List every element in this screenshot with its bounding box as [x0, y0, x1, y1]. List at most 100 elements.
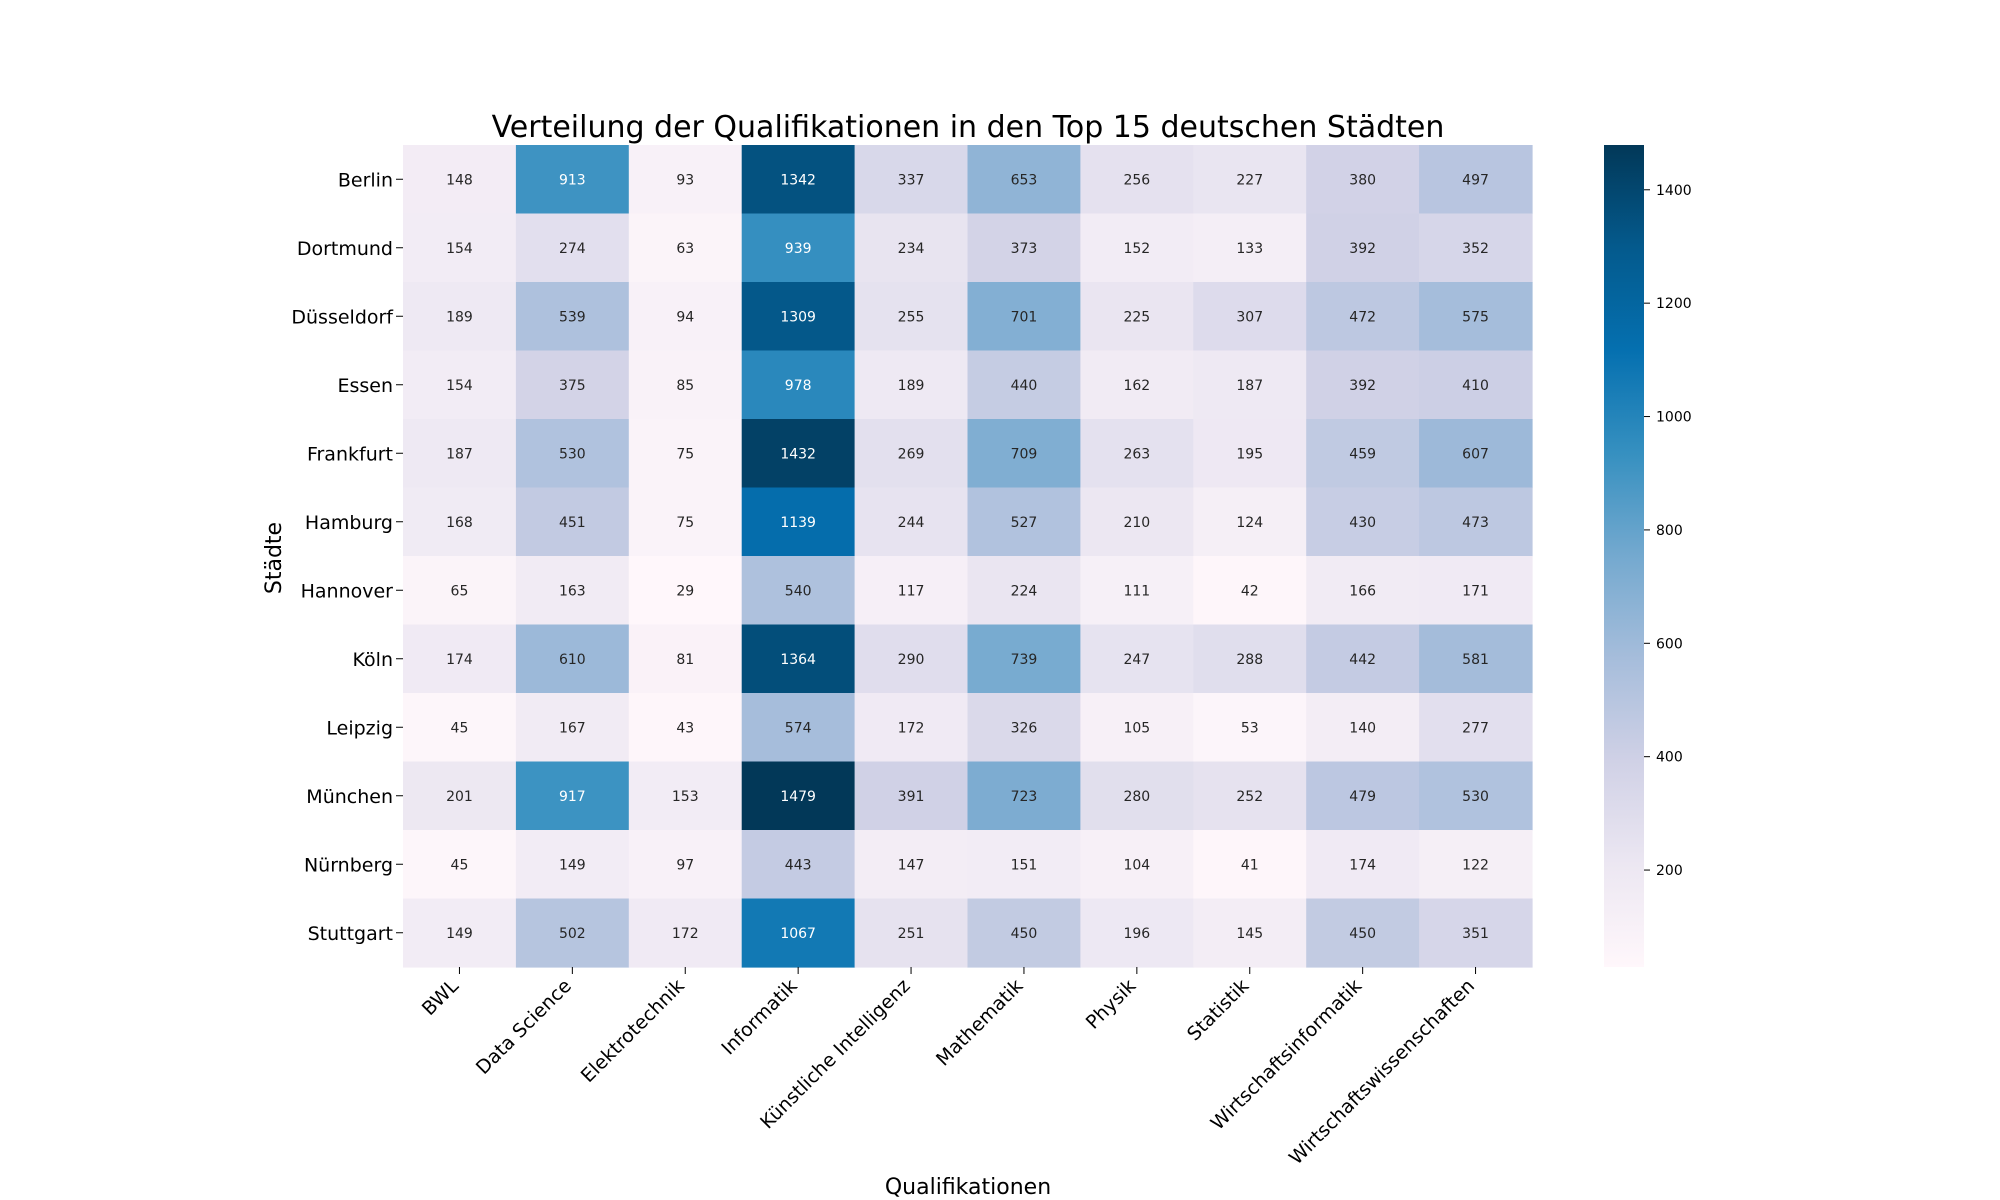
heatmap-cell	[741, 213, 856, 283]
cell-value-label: 380	[1349, 172, 1376, 188]
heatmap-cell	[628, 282, 743, 352]
cell-value-label: 1342	[780, 172, 816, 188]
cell-value-label: 117	[898, 583, 925, 599]
heatmap-cell	[1419, 556, 1533, 626]
cell-value-label: 168	[446, 515, 473, 531]
heatmap-cell	[967, 624, 1081, 694]
heatmap-cell	[967, 830, 1081, 900]
heatmap-cell	[1080, 556, 1194, 626]
heatmap-cell	[1193, 624, 1307, 694]
heatmap-cell	[1193, 761, 1307, 831]
cell-value-label: 1309	[780, 309, 816, 325]
cell-value-label: 709	[1011, 446, 1038, 462]
heatmap-cell	[1193, 213, 1307, 283]
cell-value-label: 234	[898, 241, 925, 257]
cell-value-label: 391	[898, 789, 925, 805]
cell-value-label: 1479	[780, 789, 816, 805]
cell-value-label: 1139	[780, 515, 816, 531]
heatmap-cell	[854, 487, 969, 557]
cell-value-label: 187	[1236, 378, 1263, 394]
cell-value-label: 575	[1462, 309, 1489, 325]
heatmap-cell	[741, 419, 856, 489]
heatmap-cells	[403, 145, 1533, 968]
heatmap-cell	[1419, 213, 1533, 283]
heatmap-cell	[1419, 145, 1533, 215]
heatmap-cell	[1080, 624, 1194, 694]
heatmap-cell	[1419, 693, 1533, 763]
cell-value-label: 94	[676, 309, 694, 325]
cell-value-label: 252	[1236, 789, 1263, 805]
heatmap-cell	[967, 556, 1081, 626]
cell-value-label: 75	[676, 446, 694, 462]
heatmap-cell	[628, 761, 743, 831]
cell-value-label: 172	[672, 926, 699, 942]
cell-value-label: 162	[1123, 378, 1150, 394]
heatmap-cell	[854, 145, 969, 215]
heatmap-cell	[741, 145, 856, 215]
cell-value-label: 140	[1349, 720, 1376, 736]
cell-value-label: 154	[446, 241, 473, 257]
heatmap-cell	[628, 693, 743, 763]
cell-value-label: 152	[1123, 241, 1150, 257]
heatmap-cell	[967, 213, 1081, 283]
cell-value-label: 351	[1462, 926, 1489, 942]
x-tick-label: Informatik	[717, 975, 801, 1059]
cell-value-label: 443	[785, 857, 812, 873]
cell-value-label: 85	[676, 378, 694, 394]
cell-value-label: 917	[559, 789, 586, 805]
y-tick-label: Düsseldorf	[291, 306, 394, 328]
y-tick-label: Frankfurt	[307, 443, 393, 465]
heatmap-cell	[628, 213, 743, 283]
cell-value-label: 41	[1241, 857, 1259, 873]
cell-value-label: 124	[1236, 515, 1263, 531]
heatmap-cell	[854, 350, 969, 420]
cell-value-label: 610	[559, 652, 586, 668]
cell-value-label: 105	[1123, 720, 1150, 736]
cell-value-label: 450	[1011, 926, 1038, 942]
cell-value-label: 530	[1462, 789, 1489, 805]
heatmap-cell	[628, 145, 743, 215]
x-tick-label: Physik	[1082, 975, 1141, 1034]
colorbar-ticks: 200 400 600 800 1000 1200 1400	[1644, 183, 1692, 879]
x-tick-label: Mathematik	[932, 975, 1028, 1071]
heatmap-cell	[628, 350, 743, 420]
cell-value-label: 326	[1011, 720, 1038, 736]
cell-value-label: 450	[1349, 926, 1376, 942]
cell-value-label: 81	[676, 652, 694, 668]
y-tick-label: München	[306, 786, 393, 808]
cell-value-label: 274	[559, 241, 586, 257]
cell-value-label: 539	[559, 309, 586, 325]
x-axis-label: Qualifikationen	[885, 1175, 1051, 1200]
heatmap-cell	[1306, 693, 1420, 763]
heatmap-cell	[1306, 350, 1420, 420]
heatmap-cell	[1193, 145, 1307, 215]
y-tick-label: Dortmund	[297, 238, 393, 260]
cell-value-label: 251	[898, 926, 925, 942]
heatmap-cell	[515, 419, 630, 489]
x-tick-label: Elektrotechnik	[577, 975, 689, 1087]
heatmap-cell	[1080, 693, 1194, 763]
cell-value-label: 65	[451, 583, 469, 599]
cell-value-label: 574	[785, 720, 812, 736]
heatmap-cell	[1419, 419, 1533, 489]
chart-title: Verteilung der Qualifikationen in den To…	[492, 110, 1445, 145]
cell-value-label: 701	[1011, 309, 1038, 325]
cell-value-label: 75	[676, 515, 694, 531]
cell-value-label: 375	[559, 378, 586, 394]
heatmap-cell	[1080, 213, 1194, 283]
heatmap-cell	[1306, 898, 1420, 968]
heatmap-cell	[628, 487, 743, 557]
heatmap-cell	[1419, 282, 1533, 352]
colorbar-tick-label: 200	[1656, 863, 1683, 879]
y-axis-ticks: Berlin Dortmund Düsseldorf Essen Frankfurt Ha…	[291, 169, 403, 945]
y-tick-label: Hannover	[301, 580, 394, 602]
cell-value-label: 122	[1462, 857, 1489, 873]
cell-value-label: 189	[898, 378, 925, 394]
cell-value-label: 373	[1011, 241, 1038, 257]
cell-value-label: 244	[898, 515, 925, 531]
heatmap-cell	[515, 282, 630, 352]
heatmap-cell	[741, 350, 856, 420]
heatmap-cell	[1080, 487, 1194, 557]
cell-value-label: 442	[1349, 652, 1376, 668]
cell-value-label: 472	[1349, 309, 1376, 325]
